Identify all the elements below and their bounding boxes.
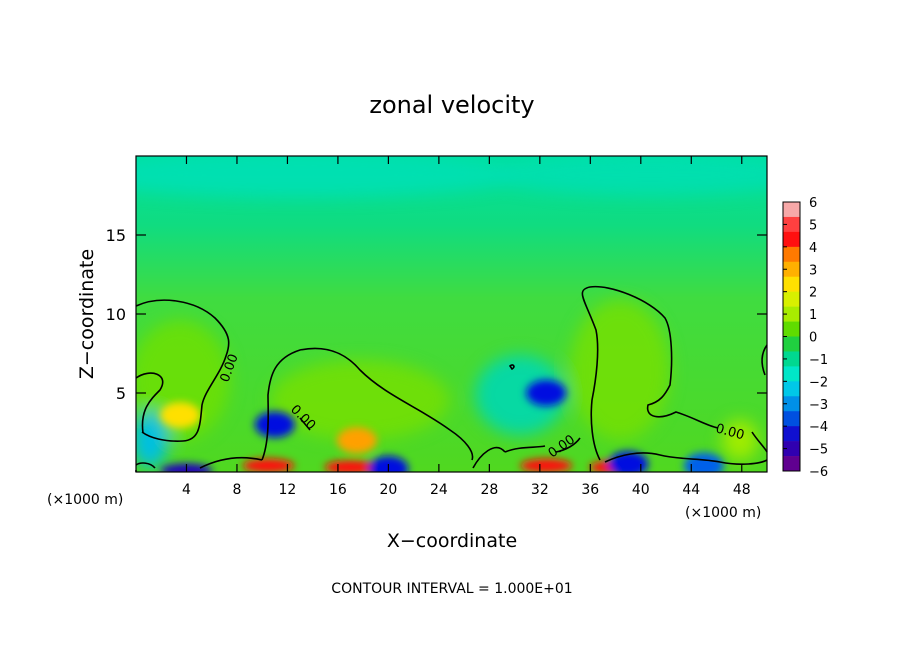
colorbar-swatch [783, 231, 800, 248]
x-tick-label: 4 [182, 482, 191, 498]
colorbar-swatch [783, 246, 800, 263]
colorbar-tick-label: 2 [809, 286, 817, 301]
heatmap-feature [520, 458, 573, 472]
colorbar-tick-label: 5 [809, 218, 817, 233]
colorbar-tick-label: −2 [809, 375, 828, 390]
heatmap-feature [254, 411, 295, 438]
heatmap-field [136, 156, 767, 472]
colorbar-tick-label: −4 [809, 420, 828, 435]
heatmap-feature [368, 455, 409, 472]
colorbar-tick-label: −1 [809, 353, 828, 368]
heatmap-feature [526, 380, 567, 406]
feature-marks [160, 380, 724, 472]
y-tick-label: 10 [106, 305, 126, 324]
y-axis-label: Z−coordinate [76, 249, 98, 379]
colorbar-swatch [783, 366, 800, 382]
colorbar-swatch [783, 411, 800, 427]
colorbar-swatch [783, 456, 800, 472]
contour-interval-note: CONTOUR INTERVAL = 1.000E+01 [331, 581, 572, 597]
x-tick-label: 36 [581, 482, 599, 498]
x-tick-label: 8 [232, 482, 241, 498]
colorbar-tick-label: 4 [809, 241, 817, 256]
x-axis: 4 8 12 16 20 24 28 32 36 40 44 48 [182, 156, 751, 498]
colorbar-swatch [783, 381, 800, 397]
colorbar: 6 5 4 3 2 1 0 −1 −2 −3 −4 −5 −6 [782, 196, 828, 480]
colorbar-swatch [783, 426, 800, 442]
y-axis: 5 10 15 [106, 226, 767, 403]
x-unit-label-left: (×1000 m) [47, 492, 123, 508]
colorbar-tick-label: 1 [809, 308, 817, 323]
y-tick-label: 5 [116, 384, 126, 403]
heatmap-feature [336, 427, 377, 454]
x-tick-label: 44 [682, 482, 700, 498]
colorbar-swatch [783, 276, 800, 292]
contour-lines [135, 285, 768, 472]
colorbar-tick-label: 6 [809, 196, 817, 211]
y-tick-label: 15 [106, 226, 126, 245]
colorbar-swatch [783, 216, 800, 233]
heatmap-feature [242, 458, 295, 472]
colorbar-swatch [783, 441, 800, 457]
colorbar-swatch [783, 291, 800, 307]
colorbar-tick-label: −6 [809, 465, 828, 480]
colorbar-tick-label: −3 [809, 398, 828, 413]
colorbar-tick-label: −5 [809, 443, 828, 458]
x-tick-label: 20 [379, 482, 397, 498]
colorbar-tick-label: 0 [809, 331, 817, 346]
x-axis-label: X−coordinate [387, 530, 517, 552]
chart-title: zonal velocity [369, 91, 534, 119]
colorbar-swatch [783, 336, 800, 352]
colorbar-swatch [783, 396, 800, 412]
x-tick-label: 32 [531, 482, 549, 498]
x-tick-label: 28 [480, 482, 498, 498]
colorbar-swatch [783, 351, 800, 367]
x-tick-label: 48 [733, 482, 751, 498]
contour-label: 0.00 [714, 421, 746, 443]
x-unit-label-right: (×1000 m) [685, 505, 761, 521]
x-tick-label: 40 [632, 482, 650, 498]
colorbar-swatch [783, 321, 800, 337]
x-tick-label: 24 [430, 482, 448, 498]
x-tick-label: 16 [329, 482, 347, 498]
colorbar-swatch [783, 261, 800, 278]
colorbar-tick-label: 3 [809, 263, 817, 278]
colorbar-swatch [783, 306, 800, 322]
heatmap-feature [683, 452, 724, 472]
x-tick-label: 12 [279, 482, 297, 498]
colorbar-swatch [783, 202, 800, 218]
heatmap-feature [160, 402, 201, 429]
